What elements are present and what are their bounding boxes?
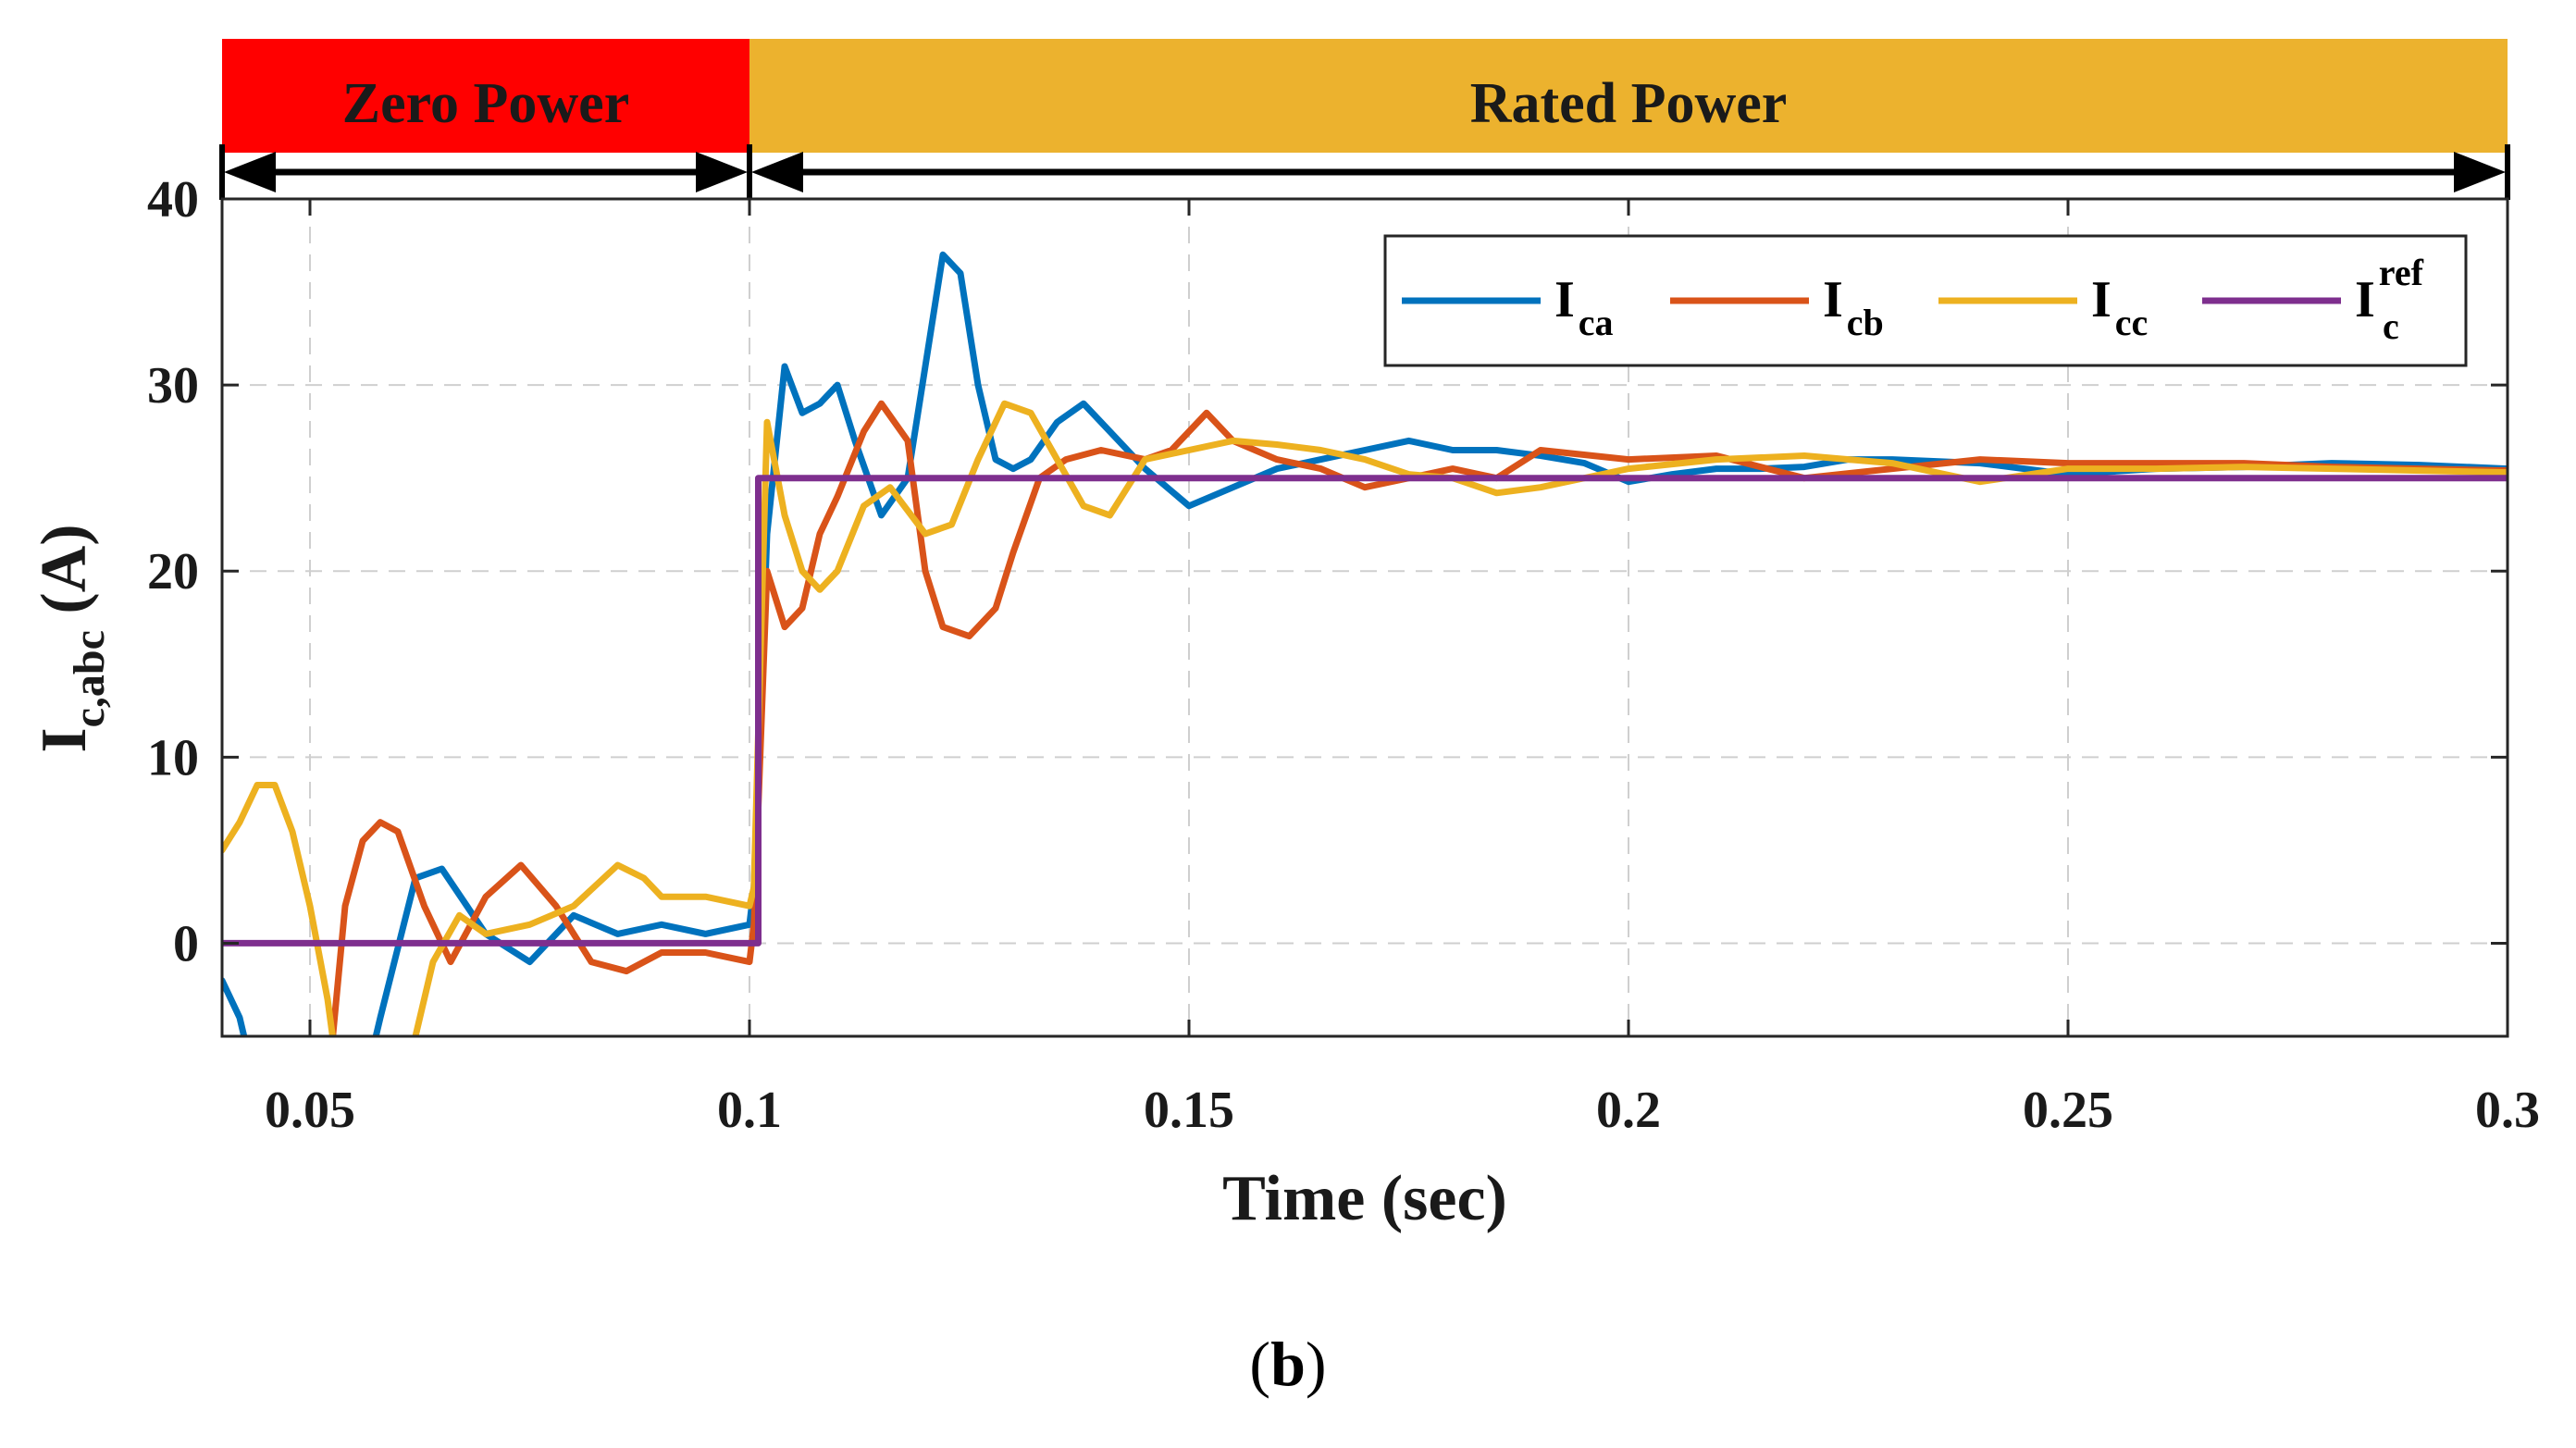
axis-ticks: 0.05 0.1 0.15 0.2 0.25 0.3 0 10 20 30 40	[147, 171, 2540, 1139]
x-tick-label: 0.2	[1596, 1082, 1661, 1139]
legend-label-sub: ca	[1579, 302, 1614, 343]
caption-letter: b	[1270, 1329, 1306, 1399]
y-tick-label: 10	[147, 729, 199, 786]
y-tick-label: 40	[147, 171, 199, 229]
legend-label-sup: ref	[2379, 252, 2424, 293]
series-line-ca	[222, 251, 2508, 1036]
band-arrow-head-left	[224, 152, 276, 192]
figure-caption: (b)	[0, 1328, 2576, 1401]
series-group	[222, 251, 2508, 1036]
legend-label-main: I	[1823, 271, 1843, 328]
axis-titles: Time (sec) Ic,abc (A)	[29, 524, 1507, 1234]
y-axis-title: Ic,abc (A)	[29, 524, 114, 752]
legend-label-main: I	[2355, 271, 2375, 328]
series-line-c-ref	[222, 475, 2508, 947]
band-arrow-head-right	[696, 152, 748, 192]
legend-label-main: I	[1554, 271, 1575, 328]
power-bands: Zero Power Rated Power	[219, 39, 2510, 200]
band-label-rated-power: Rated Power	[1470, 72, 1788, 135]
series-lines	[222, 251, 2508, 1036]
band-label-zero-power: Zero Power	[342, 72, 629, 135]
legend-label-main: I	[2091, 271, 2112, 328]
y-tick-label: 20	[147, 543, 199, 600]
caption-open: (	[1249, 1329, 1271, 1399]
band-arrow-head-left	[751, 152, 803, 192]
plot-frame	[220, 197, 2509, 1038]
caption-close: )	[1305, 1329, 1327, 1399]
band-arrow-head-right	[2454, 152, 2506, 192]
legend-label-sub: cb	[1847, 302, 1884, 343]
legend-label-sub: c	[2383, 305, 2399, 347]
legend-label-sub: cc	[2115, 302, 2149, 343]
x-tick-label: 0.3	[2475, 1082, 2540, 1139]
x-tick-label: 0.15	[1144, 1082, 1234, 1139]
y-axis-title-main: I	[29, 727, 100, 752]
series-line-cb	[329, 400, 2508, 1036]
x-axis-title: Time (sec)	[1222, 1163, 1507, 1234]
band-rated-power	[749, 39, 2508, 153]
y-axis-title-sub: c,abc	[65, 630, 114, 727]
y-axis-title-unit: (A)	[29, 524, 100, 630]
x-tick-label: 0.05	[265, 1082, 355, 1139]
x-tick-label: 0.1	[717, 1082, 782, 1139]
band-zero-power	[222, 39, 749, 153]
y-tick-label: 0	[173, 915, 199, 972]
y-tick-label: 30	[147, 357, 199, 415]
series-line-cc	[222, 400, 2508, 1036]
x-tick-label: 0.25	[2023, 1082, 2113, 1139]
